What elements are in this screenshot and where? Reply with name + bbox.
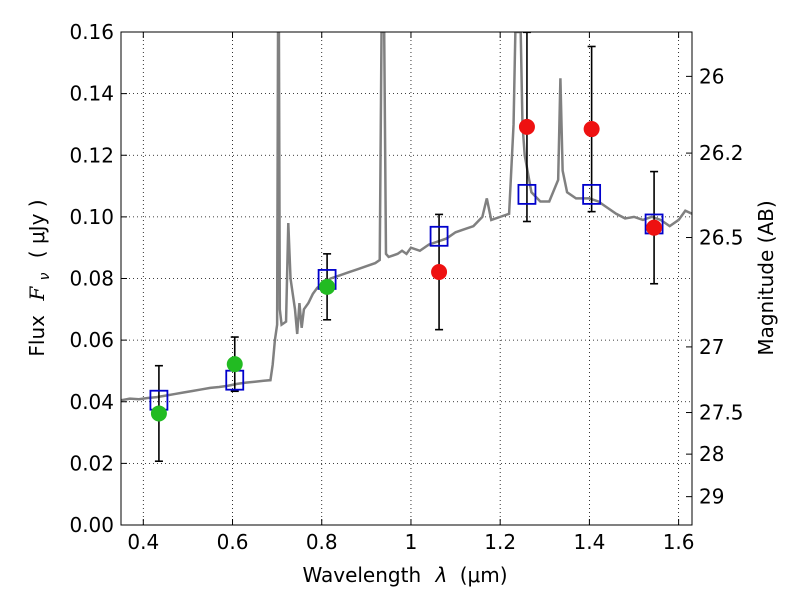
observed-photometry-layer bbox=[150, 118, 663, 422]
y2-tick-label: 26.5 bbox=[699, 226, 744, 250]
y-tick-label: 0.10 bbox=[69, 205, 114, 229]
y-axis-label-unit: ( μJy ) bbox=[25, 199, 49, 258]
grid bbox=[121, 32, 692, 525]
x-tick-label: 1 bbox=[405, 530, 418, 554]
x-axis-label-symbol: λ bbox=[435, 563, 448, 587]
x-axis-label-text: Wavelength bbox=[302, 563, 421, 587]
observed-nir-point bbox=[431, 264, 448, 281]
x-axis-label-unit: (μm) bbox=[460, 563, 508, 587]
y2-tick-label: 27 bbox=[699, 335, 724, 359]
axes: 0.4 0.6 0.8 1 1.2 1.4 1.6 0.00 0.02 0.04 0.06 0.08 0… bbox=[69, 20, 743, 554]
y2-tick-label: 26.2 bbox=[699, 141, 744, 165]
observed-nir-point bbox=[583, 121, 600, 138]
x-tick-label: 0.8 bbox=[306, 530, 338, 554]
x-tick-label: 1.2 bbox=[484, 530, 516, 554]
y2-tick-label: 28 bbox=[699, 442, 724, 466]
observed-optical-point bbox=[226, 356, 243, 373]
y-tick-label: 0.08 bbox=[69, 267, 114, 291]
y2-tick-label: 29 bbox=[699, 485, 724, 509]
x-tick-label: 1.6 bbox=[663, 530, 695, 554]
y-tick-label: 0.12 bbox=[69, 143, 114, 167]
y-axis-label-symbol: F bbox=[25, 286, 49, 302]
y-tick-label: 0.04 bbox=[69, 390, 114, 414]
x-tick-label: 0.6 bbox=[217, 530, 249, 554]
y-tick-label: 0.00 bbox=[69, 513, 114, 537]
y-tick-label: 0.02 bbox=[69, 451, 114, 475]
x-tick-label: 0.4 bbox=[127, 530, 159, 554]
model-photometry-layer bbox=[149, 183, 664, 411]
observed-optical-point bbox=[150, 405, 167, 422]
y2-axis-label: Magnitude (AB) bbox=[754, 200, 778, 355]
model-photometry-square bbox=[517, 183, 537, 205]
x-axis-label: Wavelength λ (μm) bbox=[302, 563, 507, 587]
y2-tick-label: 26 bbox=[699, 64, 724, 88]
x-tick-label: 1.4 bbox=[573, 530, 605, 554]
model-photometry-square bbox=[582, 183, 602, 205]
y-axis-label: Flux F ν ( μJy ) bbox=[25, 199, 54, 356]
y2-tick-label: 27.5 bbox=[699, 401, 744, 425]
observed-optical-point bbox=[319, 278, 336, 295]
errorbar-layer bbox=[154, 31, 659, 463]
spectrum-layer bbox=[121, 32, 692, 402]
y-axis-label-text: Flux bbox=[25, 315, 49, 357]
model-photometry-square bbox=[429, 225, 449, 247]
y-tick-label: 0.06 bbox=[69, 328, 114, 352]
y-tick-label: 0.16 bbox=[69, 20, 114, 44]
spectrum-line bbox=[121, 32, 692, 402]
plot-frame bbox=[120, 31, 693, 526]
observed-nir-point bbox=[518, 118, 535, 135]
y-axis-label-subscript: ν bbox=[37, 272, 53, 280]
observed-nir-point bbox=[646, 219, 663, 236]
y-tick-label: 0.14 bbox=[69, 82, 114, 106]
